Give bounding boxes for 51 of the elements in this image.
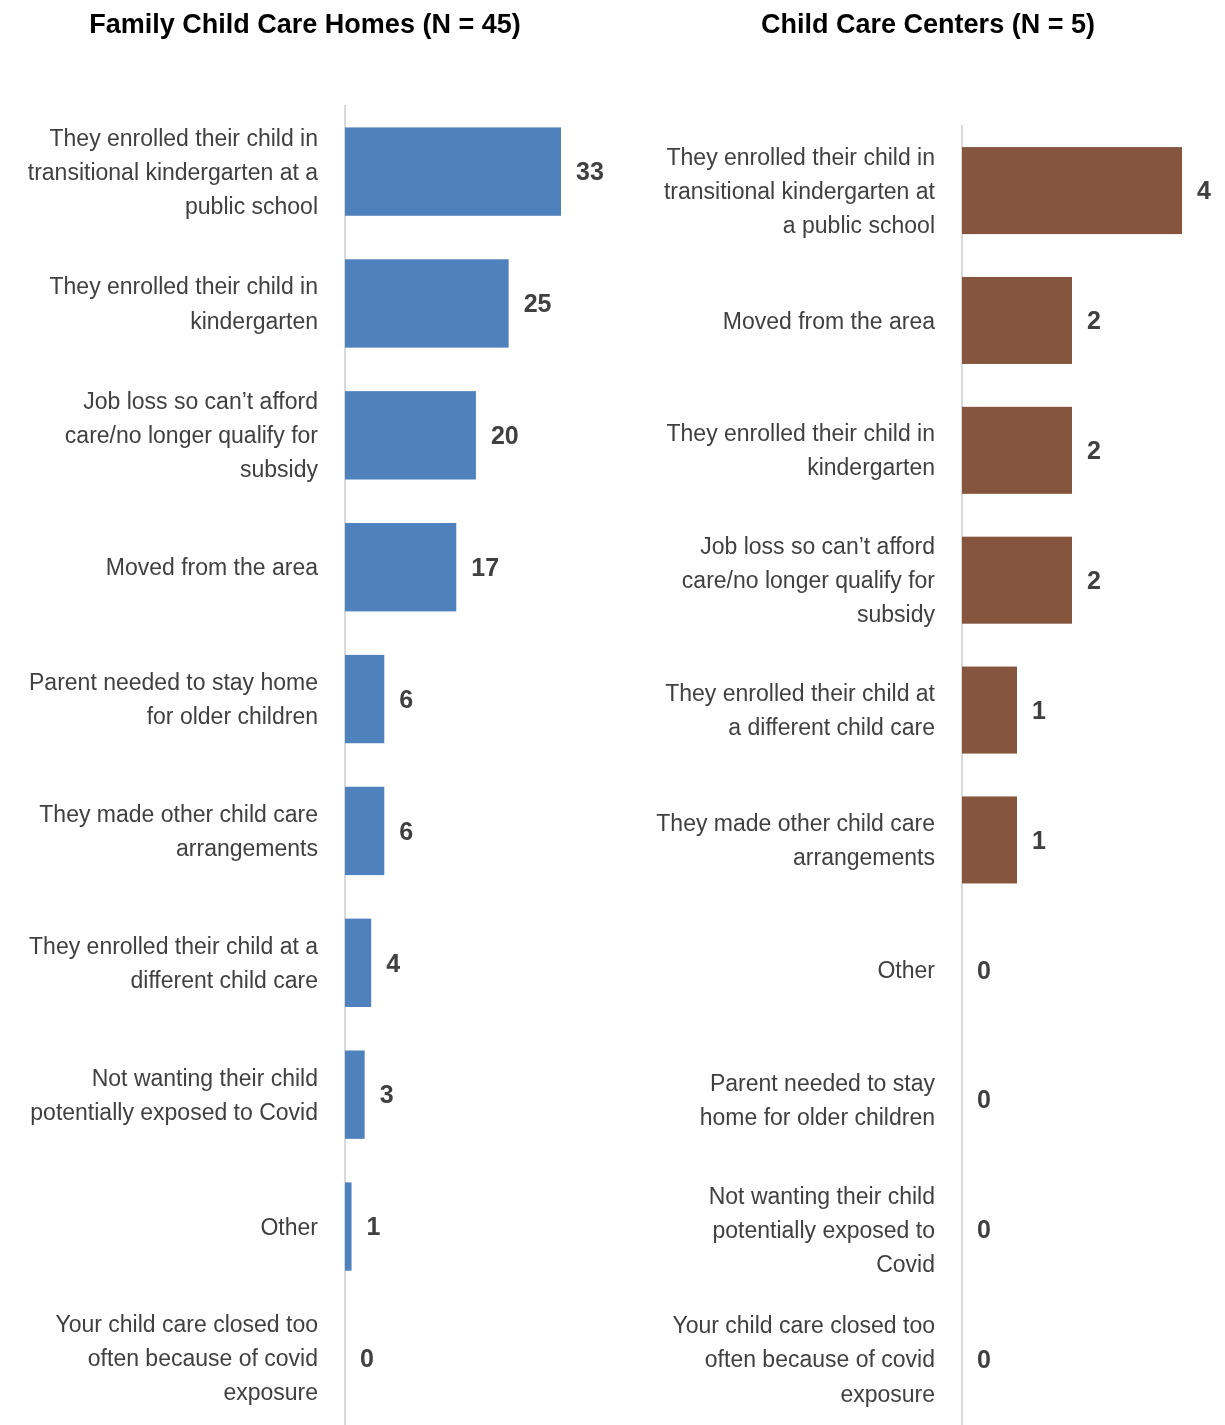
data-label: 0 bbox=[360, 1344, 374, 1373]
data-label: 20 bbox=[490, 421, 519, 450]
data-label: 1 bbox=[1032, 695, 1046, 724]
data-label: 2 bbox=[1087, 436, 1101, 465]
y-tick-label: Parent needed to stay home for older children bbox=[29, 669, 318, 730]
bar bbox=[345, 391, 476, 480]
data-label: 1 bbox=[366, 1212, 381, 1241]
y-tick-label: Moved from the area bbox=[105, 554, 319, 581]
y-tick-label: Job loss so can’t afford care/no longer qualify for subsidy bbox=[64, 388, 319, 483]
bar bbox=[345, 918, 372, 1007]
bar bbox=[345, 786, 385, 876]
bar bbox=[345, 127, 561, 216]
data-label: 0 bbox=[977, 1215, 991, 1244]
data-label: 4 bbox=[1197, 176, 1211, 205]
y-tick-label: They made other child care arrangements bbox=[656, 809, 935, 871]
data-label: 1 bbox=[1032, 825, 1046, 854]
data-label: 2 bbox=[1087, 565, 1101, 594]
data-label: 6 bbox=[399, 816, 414, 845]
y-tick-label: They enrolled their child in kindergarten bbox=[666, 420, 935, 481]
data-label: 0 bbox=[977, 1345, 991, 1374]
y-tick-label: Other bbox=[877, 956, 936, 983]
y-tick-label: Parent needed to stay home for older children bbox=[699, 1069, 936, 1130]
y-tick-label: They enrolled their child at a different child care bbox=[665, 680, 936, 741]
data-label: 33 bbox=[576, 157, 604, 186]
y-tick-label: Not wanting their child potentially exposed to Covid bbox=[708, 1182, 935, 1277]
data-label: 4 bbox=[386, 948, 401, 977]
y-tick-label: Other bbox=[260, 1213, 319, 1240]
data-label: 2 bbox=[1087, 306, 1101, 335]
y-tick-label: Your child care closed too often because of covid exposure bbox=[55, 1311, 318, 1406]
bar bbox=[345, 259, 509, 348]
y-tick-label: Your child care closed too often because of covid exposure bbox=[672, 1312, 935, 1407]
bar bbox=[345, 654, 385, 744]
y-tick-label: Job loss so can’t afford care/no longer qualify for subsidy bbox=[681, 533, 936, 628]
y-tick-label: They enrolled their child at a different child care bbox=[29, 932, 319, 993]
chart-title: Family Child Care Homes (N = 45) bbox=[89, 9, 521, 40]
y-tick-label: They enrolled their child in transitional kindergarten at a public school bbox=[27, 124, 319, 219]
y-tick-label: Not wanting their child potentially exposed to Covid bbox=[30, 1064, 318, 1125]
y-tick-label: They made other child care arrangements bbox=[39, 800, 318, 861]
y-tick-label: They enrolled their child in transitional kindergarten at a public school bbox=[663, 143, 936, 238]
y-tick-label: They enrolled their child in kindergarten bbox=[49, 273, 318, 334]
data-label: 0 bbox=[977, 955, 991, 984]
data-label: 17 bbox=[471, 552, 500, 581]
data-label: 0 bbox=[977, 1085, 991, 1114]
bar bbox=[345, 1050, 365, 1139]
y-tick-label: Moved from the area bbox=[722, 307, 936, 334]
data-label: 6 bbox=[399, 684, 414, 713]
bar bbox=[345, 523, 457, 612]
chart-title: Child Care Centers (N = 5) bbox=[761, 9, 1095, 40]
bar bbox=[345, 1182, 352, 1271]
data-label: 25 bbox=[523, 289, 552, 318]
data-label: 3 bbox=[379, 1080, 394, 1109]
